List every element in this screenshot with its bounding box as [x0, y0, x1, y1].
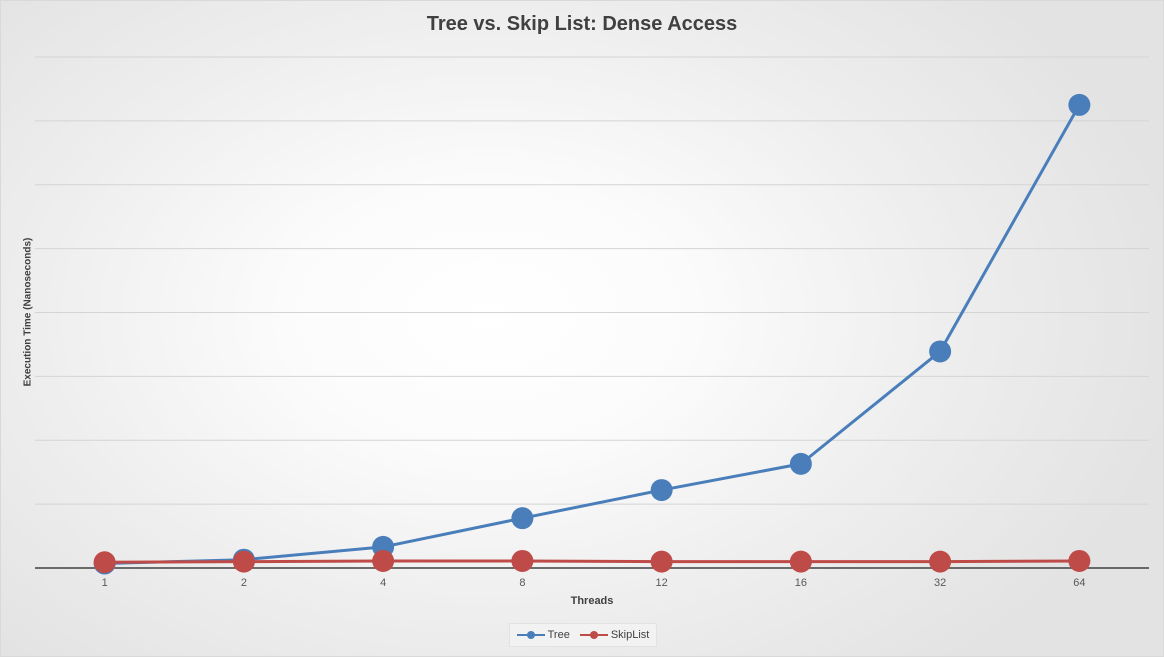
legend-item-tree: Tree	[516, 629, 570, 641]
tree-point	[511, 507, 534, 530]
x-tick-label: 8	[519, 577, 525, 589]
x-tick-label: 4	[380, 577, 386, 589]
skiplist-point	[650, 550, 673, 573]
legend-label-tree: Tree	[547, 629, 570, 641]
skiplist-point	[232, 550, 255, 573]
tree-point	[1068, 93, 1091, 116]
skiplist-point	[93, 551, 116, 574]
series-skiplist	[93, 549, 1091, 574]
skiplist-point	[511, 549, 534, 572]
series-group	[93, 93, 1091, 575]
x-tick-label: 64	[1073, 577, 1085, 589]
x-tick-label: 16	[795, 577, 807, 589]
skiplist-point	[789, 550, 812, 573]
legend-swatch-tree	[516, 630, 545, 640]
x-axis: 1 2 4 8 12 16 32 64	[35, 567, 1149, 589]
legend-swatch-skiplist	[579, 630, 608, 640]
x-axis-label: Threads	[570, 595, 614, 607]
chart-title: Tree vs. Skip List: Dense Access	[426, 13, 738, 35]
tree-point	[929, 340, 952, 363]
x-tick-label: 12	[656, 577, 668, 589]
tree-point	[789, 452, 812, 475]
skiplist-line	[104, 559, 1080, 564]
x-tick-label: 2	[241, 577, 247, 589]
tree-line	[104, 104, 1081, 566]
skiplist-point	[1068, 549, 1091, 572]
x-tick-label: 32	[934, 577, 946, 589]
skiplist-point	[372, 549, 395, 572]
x-tick-label: 1	[102, 577, 108, 589]
legend: Tree SkipList	[509, 623, 657, 647]
legend-label-skiplist: SkipList	[610, 629, 650, 641]
gridlines	[35, 56, 1149, 505]
series-tree	[93, 93, 1091, 575]
tree-point	[650, 479, 673, 502]
skiplist-point	[929, 550, 952, 573]
legend-item-skiplist: SkipList	[579, 629, 650, 641]
